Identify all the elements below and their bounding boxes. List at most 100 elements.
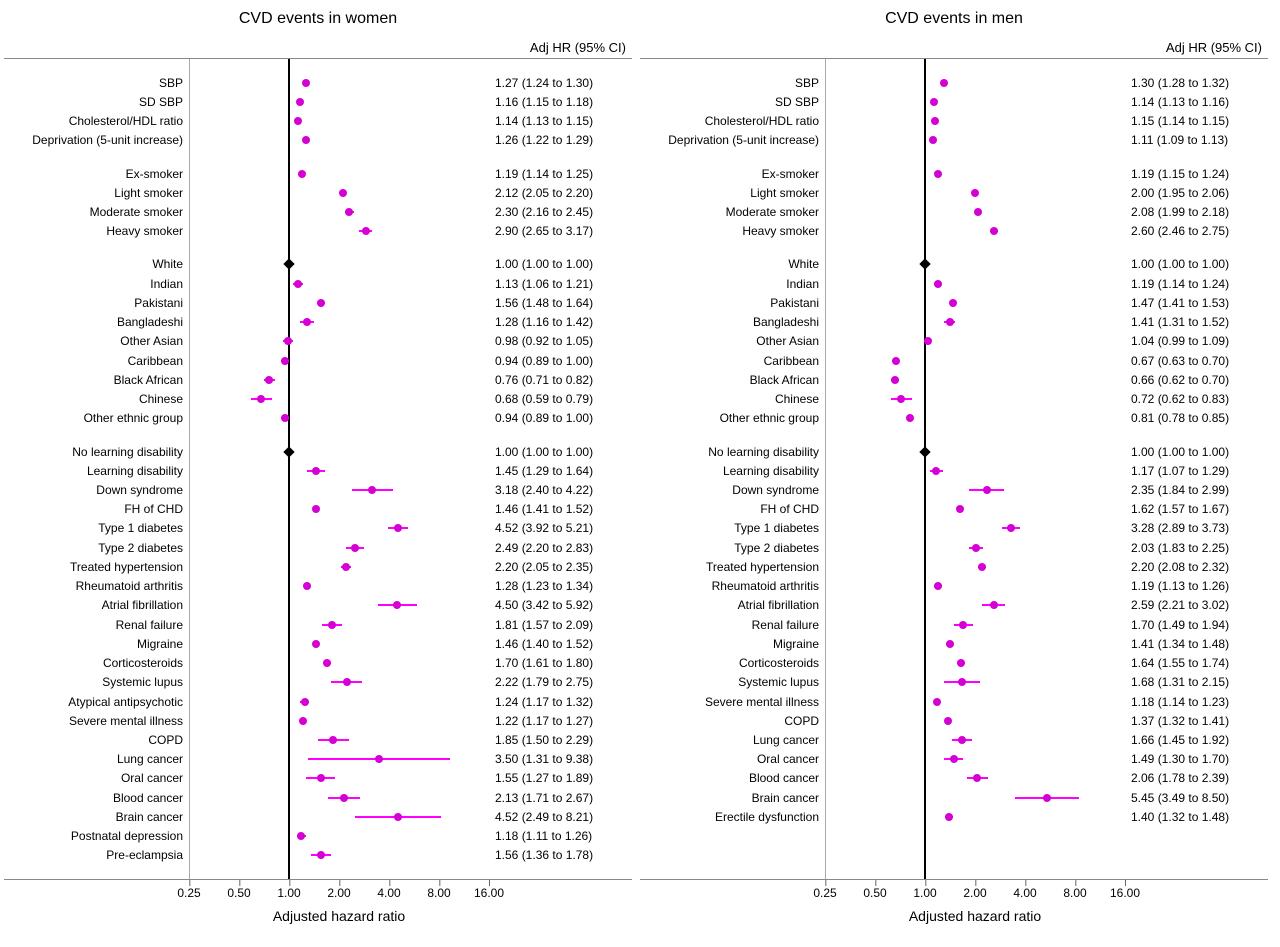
row-label: Black African <box>114 373 183 387</box>
hr-value: 1.49 (1.30 to 1.70) <box>1131 752 1229 766</box>
hr-value: 0.94 (0.89 to 1.00) <box>495 411 593 425</box>
point-marker <box>990 601 998 609</box>
panel-women: CVD events in womenAdj HR (95% CI)SBPSD … <box>4 10 632 930</box>
hr-value: 2.49 (2.20 to 2.83) <box>495 541 593 555</box>
label-column: SBPSD SBPCholesterol/HDL ratioDeprivatio… <box>640 59 826 879</box>
row-label: White <box>152 257 183 271</box>
point-marker <box>375 755 383 763</box>
hr-value: 1.19 (1.15 to 1.24) <box>1131 167 1229 181</box>
point-marker <box>950 755 958 763</box>
row-label: Type 2 diabetes <box>98 541 183 555</box>
row-label: Cholesterol/HDL ratio <box>705 114 819 128</box>
point-marker <box>317 299 325 307</box>
x-tick: 8.00 <box>427 886 450 900</box>
panel-title: CVD events in men <box>640 10 1268 28</box>
row-label: Oral cancer <box>757 752 819 766</box>
row-label: Blood cancer <box>749 771 819 785</box>
x-tick: 2.00 <box>963 886 986 900</box>
hr-value: 0.76 (0.71 to 0.82) <box>495 373 593 387</box>
hr-value: 2.59 (2.21 to 3.02) <box>1131 598 1229 612</box>
row-label: Chinese <box>775 392 819 406</box>
hr-value: 2.20 (2.05 to 2.35) <box>495 560 593 574</box>
point-marker <box>281 414 289 422</box>
row-label: Chinese <box>139 392 183 406</box>
point-marker <box>974 208 982 216</box>
row-label: Rheumatoid arthritis <box>76 579 183 593</box>
row-label: Caribbean <box>128 354 183 368</box>
row-label: Severe mental illness <box>69 714 183 728</box>
hr-column-header: Adj HR (95% CI) <box>530 40 626 55</box>
hr-value: 2.06 (1.78 to 2.39) <box>1131 771 1229 785</box>
row-label: Severe mental illness <box>705 695 819 709</box>
point-marker <box>946 318 954 326</box>
hr-value: 1.18 (1.14 to 1.23) <box>1131 695 1229 709</box>
hr-value: 1.19 (1.14 to 1.25) <box>495 167 593 181</box>
hr-value: 0.94 (0.89 to 1.00) <box>495 354 593 368</box>
x-tick: 0.25 <box>813 886 836 900</box>
row-label: SD SBP <box>139 95 183 109</box>
point-marker <box>1007 524 1015 532</box>
row-label: Caribbean <box>764 354 819 368</box>
hr-value: 2.60 (2.46 to 2.75) <box>1131 224 1229 238</box>
row-label: SD SBP <box>775 95 819 109</box>
hr-value: 1.22 (1.17 to 1.27) <box>495 714 593 728</box>
hr-value: 2.30 (2.16 to 2.45) <box>495 205 593 219</box>
hr-value: 1.00 (1.00 to 1.00) <box>1131 445 1229 459</box>
hr-value: 1.28 (1.16 to 1.42) <box>495 315 593 329</box>
hr-column-header: Adj HR (95% CI) <box>1166 40 1262 55</box>
point-marker <box>978 563 986 571</box>
row-label: FH of CHD <box>760 502 819 516</box>
row-label: Systemic lupus <box>738 675 819 689</box>
row-label: Brain cancer <box>752 791 819 805</box>
plot-column <box>189 59 489 879</box>
label-column: SBPSD SBPCholesterol/HDL ratioDeprivatio… <box>4 59 190 879</box>
point-marker <box>906 414 914 422</box>
x-axis: 0.250.501.002.004.008.0016.00Adjusted ha… <box>189 880 489 930</box>
point-marker <box>946 640 954 648</box>
row-label: Corticosteroids <box>739 656 819 670</box>
point-marker <box>394 813 402 821</box>
point-marker <box>294 280 302 288</box>
x-tick: 16.00 <box>474 886 504 900</box>
point-marker <box>1043 794 1051 802</box>
hr-value: 2.03 (1.83 to 2.25) <box>1131 541 1229 555</box>
ref-marker <box>283 446 294 457</box>
row-label: Pre-eclampsia <box>106 848 183 862</box>
row-label: Pakistani <box>770 296 819 310</box>
point-marker <box>362 227 370 235</box>
hr-value: 1.15 (1.14 to 1.15) <box>1131 114 1229 128</box>
x-tick: 16.00 <box>1110 886 1140 900</box>
row-label: Other ethnic group <box>720 411 819 425</box>
row-label: Black African <box>750 373 819 387</box>
point-marker <box>342 563 350 571</box>
point-marker <box>329 736 337 744</box>
hr-value: 4.50 (3.42 to 5.92) <box>495 598 593 612</box>
point-marker <box>393 601 401 609</box>
hr-value: 1.14 (1.13 to 1.15) <box>495 114 593 128</box>
hr-value: 5.45 (3.49 to 8.50) <box>1131 791 1229 805</box>
hr-value: 3.28 (2.89 to 3.73) <box>1131 521 1229 535</box>
x-axis-label: Adjusted hazard ratio <box>189 908 489 924</box>
row-label: Atrial fibrillation <box>102 598 183 612</box>
x-tick: 4.00 <box>377 886 400 900</box>
point-marker <box>929 136 937 144</box>
point-marker <box>312 505 320 513</box>
point-marker <box>303 318 311 326</box>
point-marker <box>312 467 320 475</box>
hr-value: 1.41 (1.34 to 1.48) <box>1131 637 1229 651</box>
x-tick: 1.00 <box>913 886 936 900</box>
row-label: Bangladeshi <box>753 315 819 329</box>
row-label: No learning disability <box>708 445 819 459</box>
row-label: Corticosteroids <box>103 656 183 670</box>
hr-value: 2.35 (1.84 to 2.99) <box>1131 483 1229 497</box>
hr-value: 2.20 (2.08 to 2.32) <box>1131 560 1229 574</box>
hr-value: 1.56 (1.48 to 1.64) <box>495 296 593 310</box>
row-label: Lung cancer <box>753 733 819 747</box>
row-label: Systemic lupus <box>102 675 183 689</box>
hr-value: 1.68 (1.31 to 2.15) <box>1131 675 1229 689</box>
row-label: Other ethnic group <box>84 411 183 425</box>
point-marker <box>972 544 980 552</box>
row-label: Renal failure <box>752 618 819 632</box>
row-label: Bangladeshi <box>117 315 183 329</box>
point-marker <box>892 357 900 365</box>
